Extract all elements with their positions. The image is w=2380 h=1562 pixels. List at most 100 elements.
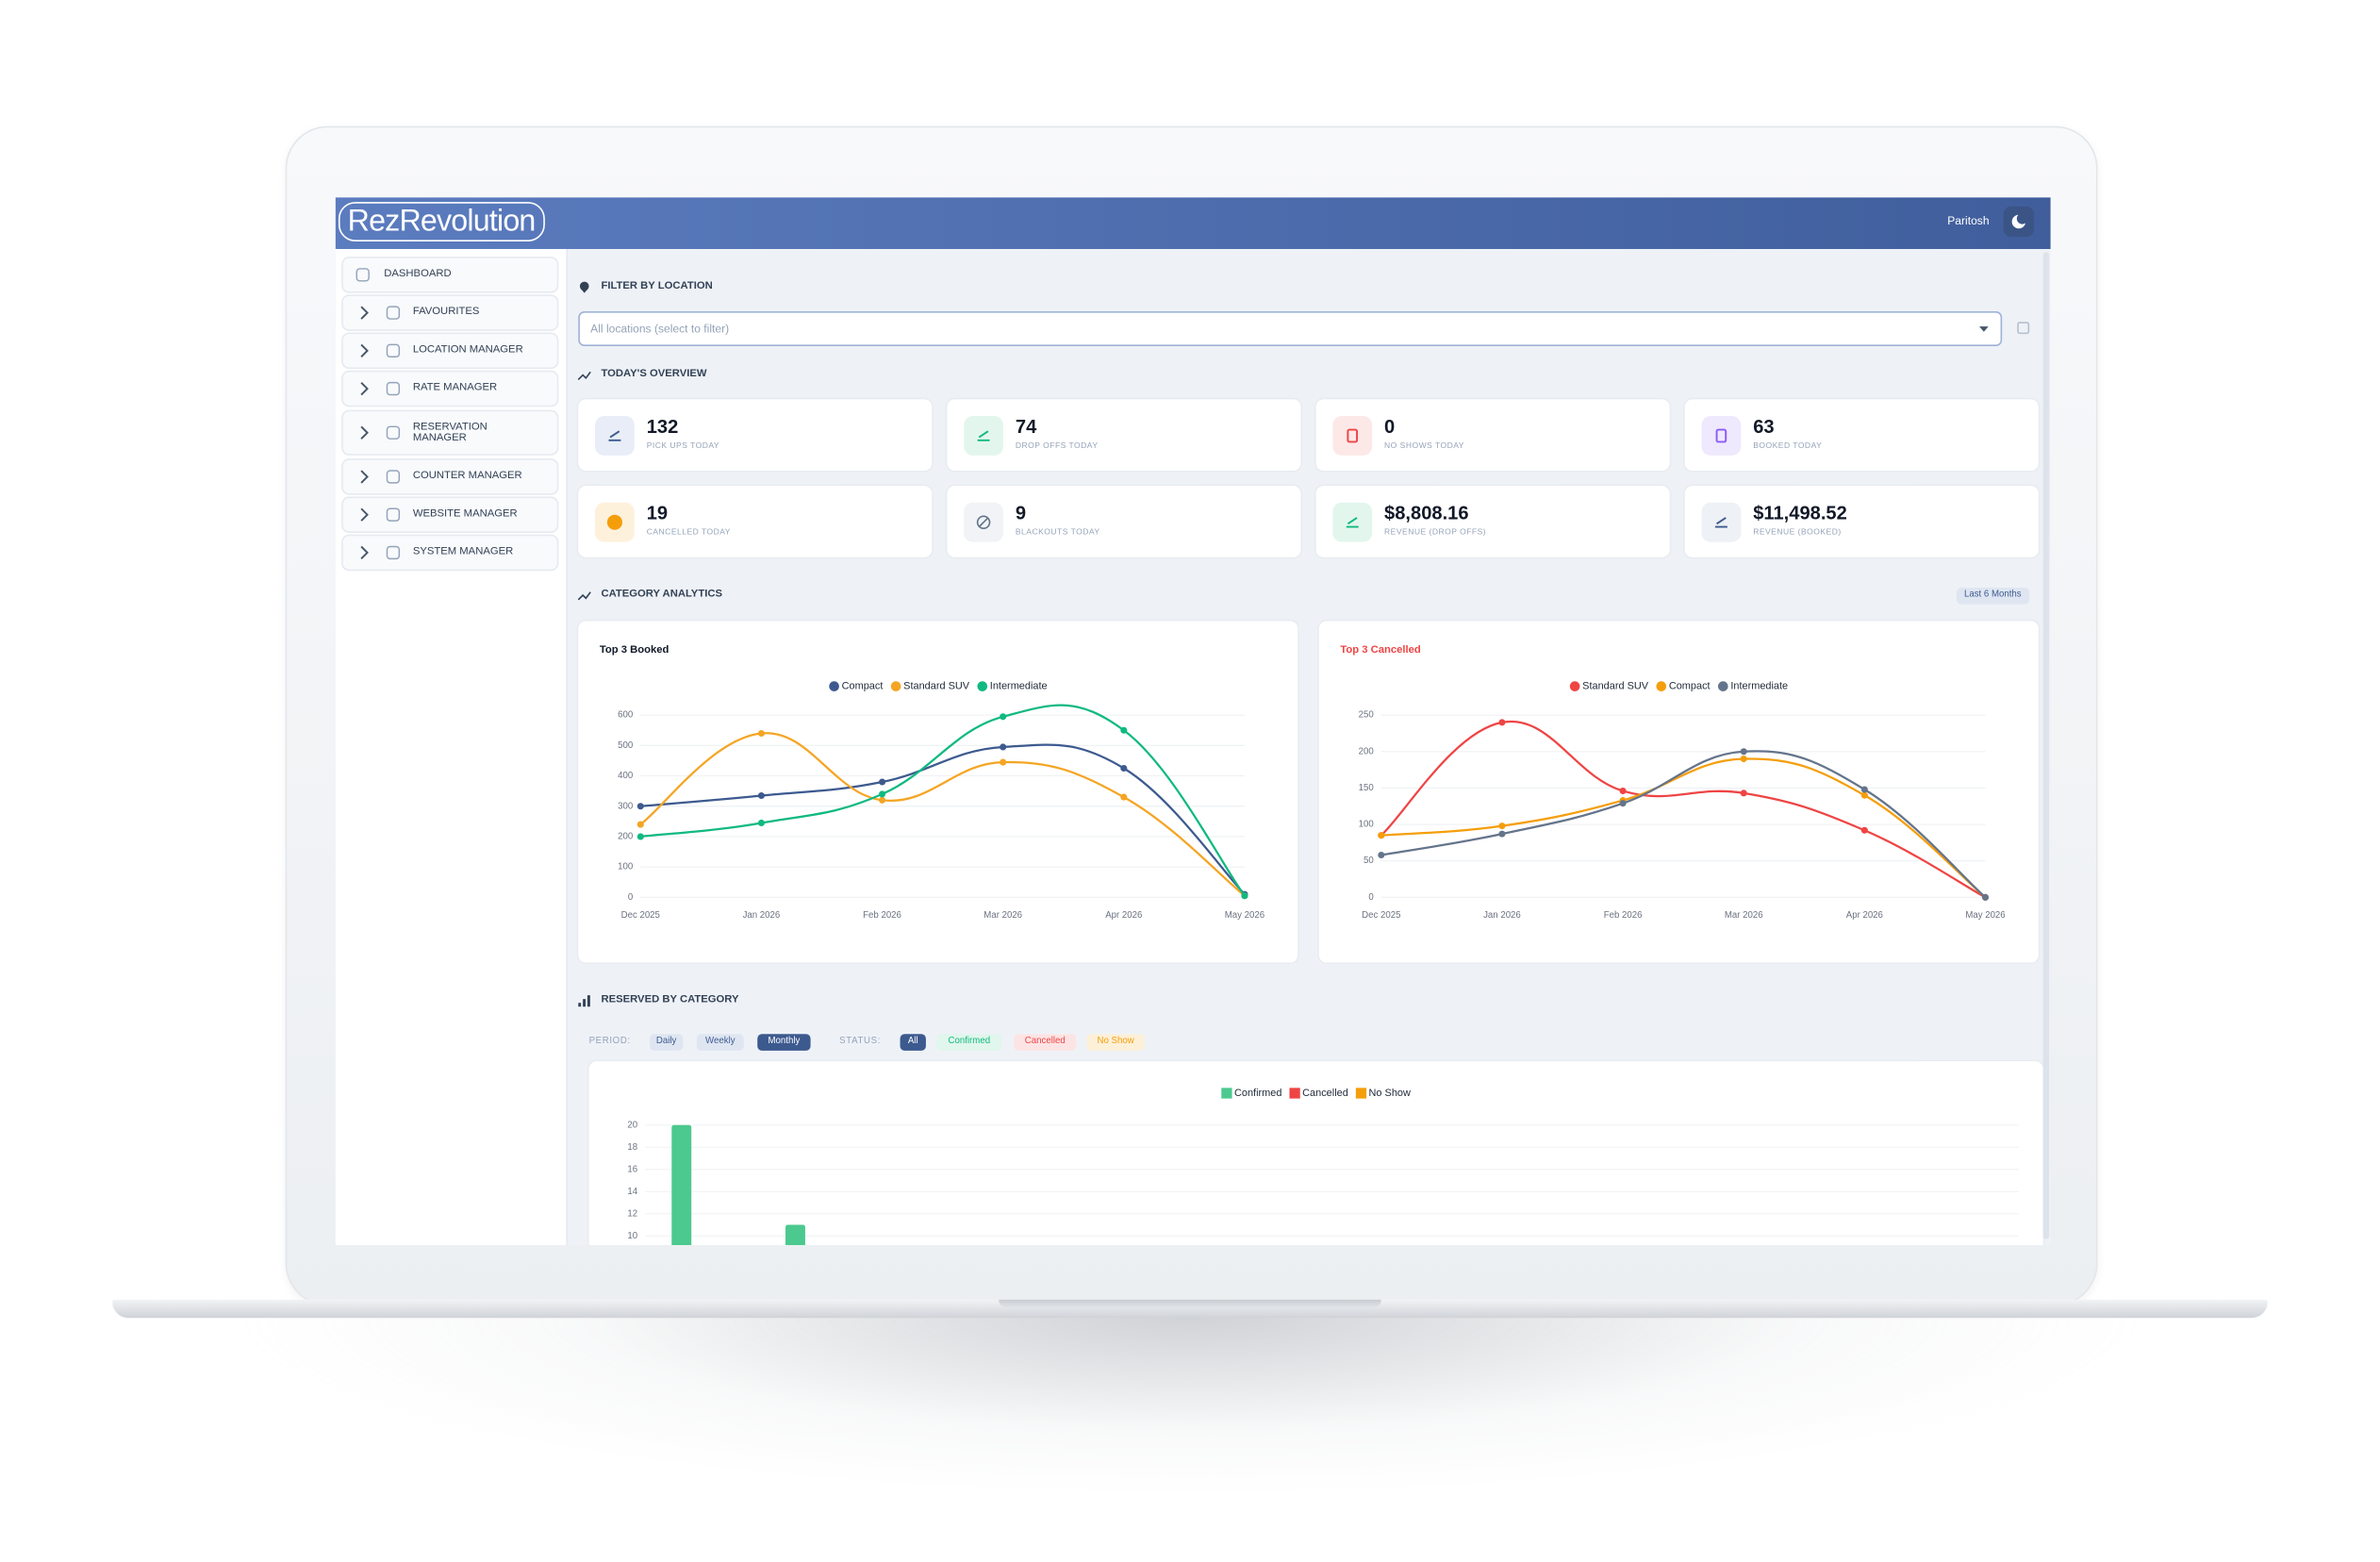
nav-label: SYSTEM MANAGER [412,546,514,558]
stat-label: CANCELLED TODAY [646,528,731,538]
stat-card: $11,498.52 REVENUE (BOOKED) [1684,486,2039,557]
section-title: CATEGORY ANALYTICS [601,589,723,600]
chart-card: Top 3 Cancelled 0 50 100 150 200 250 Dec 2025 Ja… [1318,621,2039,963]
user-name[interactable]: Paritosh [1947,213,1990,228]
bar [785,1224,805,1245]
chart-title: Top 3 Cancelled [1340,644,1421,656]
y-tick-label: 0 [1368,892,1373,903]
chevron [360,343,369,357]
y-tick-label: 12 [627,1208,637,1219]
chevron-shape [360,306,369,320]
glyph [1346,517,1359,528]
stat-glyph [608,430,621,441]
data-point [1860,826,1868,834]
nav-item[interactable]: COUNTER MANAGER [341,458,559,495]
y-tick-label: 0 [628,892,633,903]
y-tick-label: 200 [618,831,633,841]
nav-item[interactable]: FAVOURITES [341,294,559,331]
trend-glyph [577,591,591,601]
chart: 10 12 14 16 18 20 Confirmed Cancelled No Show [627,1088,2019,1245]
y-tick-label: 600 [618,710,633,721]
filter-pill[interactable]: No Show [1086,1033,1145,1051]
series-line [640,743,1246,895]
data-point [1241,892,1248,900]
data-point [1000,743,1007,751]
save-shape [2017,322,2030,335]
location-select[interactable]: All locations (select to filter) [578,310,2003,347]
chevron [360,425,369,440]
series-line [1380,750,1987,899]
chevron-shape [360,343,369,357]
chevron-shape [360,470,369,484]
nav-item[interactable]: LOCATION MANAGER [341,332,559,370]
main: FILTER BY LOCATION All locations (select … [336,197,2051,1245]
nav-label: COUNTER MANAGER [412,471,522,482]
nav-item[interactable]: SYSTEM MANAGER [341,534,559,572]
x-tick-label: Jan 2026 [1483,910,1521,921]
x-tick-label: Apr 2026 [1105,910,1142,921]
chevron-shape [360,425,369,440]
stat-label: BOOKED TODAY [1753,441,1823,452]
stat-glyph [1347,428,1359,443]
nav-item[interactable]: DASHBOARD [341,257,559,293]
legend-swatch [890,681,901,691]
nav-icon-shape [386,470,401,484]
legend-label: Standard SUV [903,680,970,691]
nav-item[interactable]: RATE MANAGER [341,370,559,407]
y-tick-label: 14 [627,1187,637,1197]
stat-label: BLACKOUTS TODAY [1015,528,1100,538]
filter-pill[interactable]: Daily [649,1033,684,1051]
header-bar [335,197,2051,249]
nav-label: FAVOURITES [412,307,480,318]
data-point [879,790,886,798]
data-point [1498,823,1506,830]
data-point [757,729,765,738]
data-point [1000,713,1007,721]
range-badge: Last 6 Months [1956,587,2029,604]
filter-pill[interactable]: All [900,1033,926,1051]
chevron-shape [360,381,369,396]
x-tick-label: Feb 2026 [1604,910,1643,921]
chevron [360,545,369,560]
filter-pill[interactable]: Weekly [696,1033,744,1051]
logo[interactable]: RezRevolution [338,202,545,241]
stat-card: 74 DROP OFFS TODAY [947,399,1301,472]
stat-card: 9 BLACKOUTS TODAY [947,486,1301,557]
laptop-notch [999,1299,1381,1307]
moon-icon [2011,213,2028,229]
nav-label: DASHBOARD [384,269,452,280]
glyph [977,430,990,441]
x-tick-label: May 2026 [1965,910,2005,921]
data-point [879,796,886,804]
stat-icon [1701,416,1742,456]
stat-label: DROP OFFS TODAY [1015,441,1099,452]
filter-pill[interactable]: Monthly [757,1033,811,1051]
y-tick-label: 100 [1359,820,1374,830]
x-tick-label: May 2026 [1225,910,1264,921]
stat-label: REVENUE (DROP OFFS) [1384,528,1487,538]
section-title: RESERVED BY CATEGORY [601,994,739,1005]
series-line [1380,757,1987,899]
stat-icon [1332,416,1373,456]
x-tick-label: Dec 2025 [621,910,660,921]
y-tick-label: 250 [1359,710,1374,721]
filter-pill[interactable]: Cancelled [1014,1033,1077,1051]
stat-icon [1701,502,1742,542]
filter-pill[interactable]: Confirmed [936,1033,1002,1051]
glyph [1715,428,1727,443]
legend-swatch [1289,1088,1300,1099]
stat-icon [595,416,635,456]
nav-item[interactable]: WEBSITE MANAGER [341,496,559,534]
pin [579,281,589,291]
y-tick-label: 10 [627,1231,637,1241]
stat-card: 63 BOOKED TODAY [1684,399,2039,472]
stat-value: $11,498.52 [1753,502,1847,524]
data-point [1000,758,1007,766]
legend-swatch [1656,681,1667,691]
chevron-shape [360,545,369,560]
nav-item[interactable]: RESERVATION MANAGER [341,409,559,456]
data-point [1981,893,1990,901]
theme-toggle[interactable] [2003,206,2034,238]
y-tick-label: 18 [627,1142,637,1153]
